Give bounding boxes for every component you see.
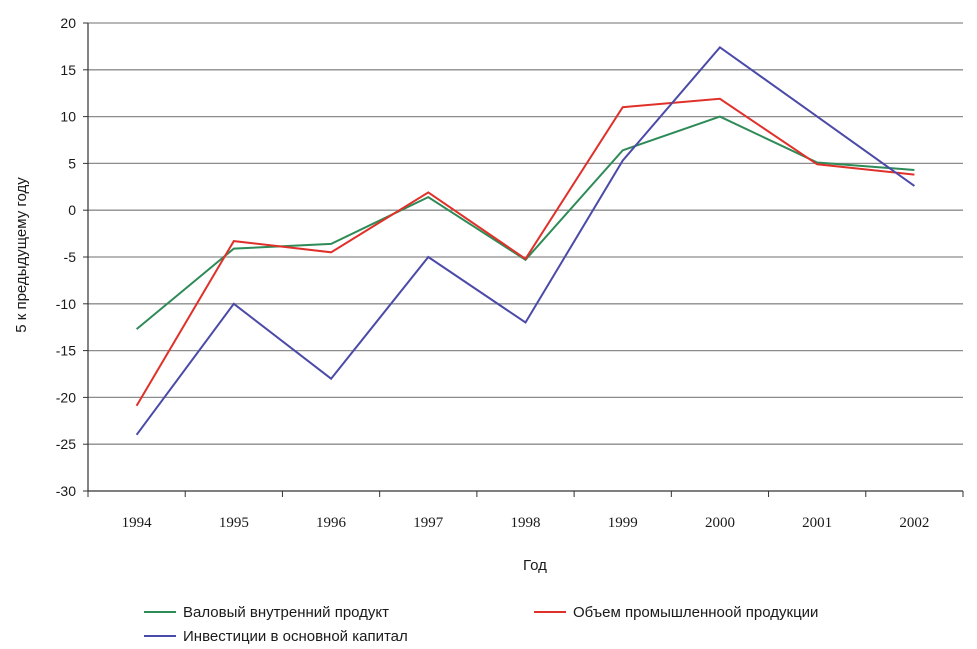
y-tick-label: -15	[56, 343, 76, 359]
legend-label-gdp: Валовый внутренний продукт	[183, 604, 389, 621]
x-tick-label: 1997	[413, 515, 444, 531]
x-tick-label: 1998	[511, 515, 541, 531]
legend-label-industrial-output: Объем промышленноой продукции	[573, 604, 818, 621]
x-axis-title: Год	[523, 557, 547, 574]
y-tick-label: -30	[56, 483, 76, 499]
y-tick-label: 15	[60, 62, 76, 78]
legend-item-investment: Инвестиции в основной капитал	[144, 628, 408, 645]
y-tick-label: -5	[64, 249, 77, 265]
x-tick-label: 1999	[608, 515, 638, 531]
x-tick-label: 2002	[899, 515, 929, 531]
y-tick-label: 0	[68, 202, 76, 218]
y-axis-title: 5 к предыдущему году	[13, 177, 30, 333]
y-tick-label: 5	[68, 155, 76, 171]
legend-item-industrial-output: Объем промышленноой продукции	[534, 604, 818, 621]
x-tick-label: 1996	[316, 515, 347, 531]
x-tick-label: 2000	[705, 515, 735, 531]
x-tick-label: 2001	[802, 515, 832, 531]
y-tick-label: -20	[56, 389, 76, 405]
legend-label-investment: Инвестиции в основной капитал	[183, 628, 408, 645]
x-tick-label: 1994	[122, 515, 153, 531]
y-tick-label: -25	[56, 436, 76, 452]
y-tick-label: 20	[60, 15, 76, 31]
y-tick-label: 10	[60, 109, 76, 125]
x-tick-labels: 1994 1995 1996 1997 1998 1999 2000 2001 2002	[122, 515, 930, 531]
x-tick-label: 1995	[219, 515, 249, 531]
y-tick-label: -10	[56, 296, 76, 312]
